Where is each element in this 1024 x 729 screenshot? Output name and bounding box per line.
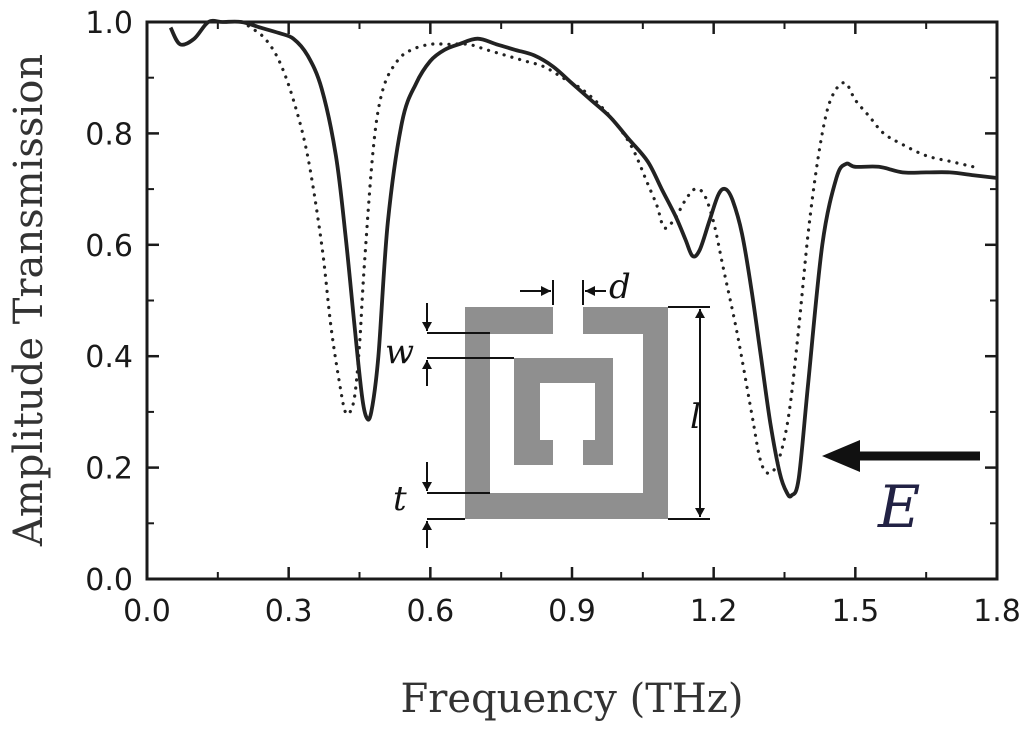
x-tick-label: 0.6	[406, 594, 454, 629]
e-field-arrow	[822, 440, 980, 472]
split-ring-inset: d w l t	[385, 267, 980, 548]
x-tick-label: 0.0	[123, 594, 171, 629]
dimension-d	[520, 280, 606, 305]
ticks	[145, 20, 999, 581]
y-tick-label: 0.8	[85, 117, 133, 152]
dimension-w	[422, 303, 514, 386]
y-tick-label: 0.4	[85, 340, 133, 375]
x-tick-label: 1.2	[690, 594, 738, 629]
series-group	[168, 18, 998, 499]
tick-labels: 0.0 0.3 0.6 0.9 1.2 1.5 1.8 0.0 0.2 0.4 0.6 0.8 1.0	[85, 6, 1021, 629]
x-tick-label: 1.8	[973, 594, 1021, 629]
plot-area: 0.0 0.3 0.6 0.9 1.2 1.5 1.8 0.0 0.2 0.4 0.6 0.8 1.0	[85, 6, 1021, 629]
y-tick-label: 1.0	[85, 6, 133, 41]
x-tick-label: 0.9	[548, 594, 596, 629]
dim-label-l: l	[690, 397, 701, 437]
dim-label-d: d	[609, 267, 631, 307]
dimension-t	[422, 462, 490, 548]
dimension-l	[668, 306, 710, 520]
outer-ring	[465, 307, 668, 519]
x-tick-label: 0.3	[265, 594, 313, 629]
inner-ring	[514, 358, 613, 465]
x-axis-title: Frequency (THz)	[401, 676, 744, 722]
series-solid-line	[168, 18, 998, 499]
y-axis-title: Amplitude Transmission	[6, 54, 52, 547]
y-tick-label: 0.0	[85, 563, 133, 598]
dim-label-t: t	[393, 479, 407, 519]
e-field-label: E	[877, 473, 920, 541]
y-tick-label: 0.6	[85, 229, 133, 264]
x-tick-label: 1.5	[831, 594, 879, 629]
y-tick-label: 0.2	[85, 452, 133, 487]
dim-label-w: w	[385, 332, 414, 372]
